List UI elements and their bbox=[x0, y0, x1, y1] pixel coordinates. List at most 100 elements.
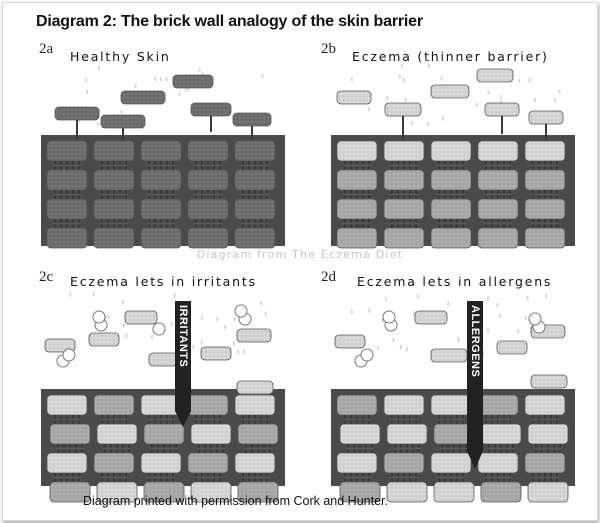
irritants-arrow-head bbox=[175, 411, 191, 427]
moisture-drop bbox=[243, 349, 245, 354]
panel-2b-id: 2b bbox=[321, 41, 336, 57]
moisture-drop bbox=[234, 316, 236, 321]
moisture-drop bbox=[120, 109, 123, 114]
moisture-drop bbox=[96, 122, 99, 127]
moisture-drop bbox=[192, 344, 195, 349]
moisture-drop bbox=[107, 314, 110, 319]
moisture-drop bbox=[417, 294, 419, 299]
moisture-drop bbox=[104, 315, 107, 320]
moisture-drop bbox=[427, 121, 429, 126]
moisture-drop bbox=[170, 321, 173, 326]
diagram-title: Diagram 2: The brick wall analogy of the… bbox=[36, 13, 423, 30]
panel-2d-label: Eczema lets in allergens bbox=[357, 274, 553, 289]
allergen-particle bbox=[528, 312, 542, 326]
moisture-drop bbox=[525, 315, 527, 320]
moisture-drop bbox=[264, 311, 267, 316]
moisture-drop bbox=[447, 301, 450, 306]
moisture-drop bbox=[487, 90, 490, 95]
moisture-drop bbox=[122, 323, 125, 328]
mortar-link bbox=[76, 120, 78, 140]
moisture-drop bbox=[545, 294, 548, 299]
moisture-drop bbox=[216, 317, 218, 322]
mortar-link bbox=[501, 116, 503, 134]
moisture-drop bbox=[173, 293, 176, 298]
mortar-link bbox=[402, 116, 404, 140]
moisture-drop bbox=[403, 78, 405, 83]
moisture-drop bbox=[351, 309, 353, 314]
moisture-drop bbox=[385, 296, 387, 301]
moisture-drop bbox=[199, 67, 201, 72]
moisture-drop bbox=[406, 347, 408, 352]
moisture-drop bbox=[500, 100, 502, 105]
moisture-drop bbox=[404, 97, 407, 102]
moisture-drop bbox=[85, 77, 87, 82]
moisture-drop bbox=[518, 78, 521, 83]
irritants-arrow bbox=[175, 301, 191, 411]
panel-2a-wall bbox=[41, 66, 285, 249]
moisture-drop bbox=[134, 84, 137, 89]
mortar-link bbox=[210, 116, 212, 132]
panel-2b-wall bbox=[331, 63, 575, 249]
moisture-drop bbox=[98, 66, 100, 71]
moisture-drop bbox=[482, 350, 485, 355]
allergens-arrow-head bbox=[467, 451, 483, 469]
moisture-drop bbox=[233, 341, 235, 346]
moisture-drop bbox=[224, 325, 226, 330]
permission-footer: Diagram printed with permission from Cor… bbox=[83, 494, 388, 508]
moisture-drop bbox=[496, 302, 499, 307]
moisture-drop bbox=[69, 292, 72, 297]
irritant-particle bbox=[234, 304, 248, 318]
allergens-arrow bbox=[467, 301, 483, 451]
moisture-drop bbox=[237, 349, 239, 354]
panel-2a-id: 2a bbox=[39, 41, 54, 57]
moisture-drop bbox=[499, 313, 501, 318]
moisture-drop bbox=[77, 118, 80, 123]
mortar-link bbox=[545, 124, 547, 140]
moisture-drop bbox=[381, 318, 384, 323]
moisture-drop bbox=[428, 63, 430, 68]
moisture-drop bbox=[165, 77, 168, 82]
moisture-drop bbox=[377, 345, 379, 350]
moisture-drop bbox=[441, 116, 444, 121]
moisture-drop bbox=[517, 328, 520, 333]
moisture-drop bbox=[202, 72, 204, 77]
moisture-drop bbox=[261, 74, 264, 79]
irritants-arrow-label: IRRITANTS bbox=[177, 305, 189, 367]
allergen-particle bbox=[360, 348, 374, 362]
panel-2b-label: Eczema (thinner barrier) bbox=[352, 49, 549, 64]
moisture-drop bbox=[159, 77, 162, 82]
moisture-drop bbox=[178, 92, 181, 97]
moisture-drop bbox=[398, 74, 401, 79]
irritant-particle bbox=[152, 322, 166, 336]
moisture-drop bbox=[487, 296, 489, 301]
allergen-particle bbox=[382, 310, 396, 324]
panel-2c-id: 2c bbox=[39, 269, 54, 285]
moisture-drop bbox=[122, 300, 124, 305]
moisture-drop bbox=[487, 328, 489, 333]
irritant-particle bbox=[92, 310, 106, 324]
moisture-drop bbox=[457, 336, 459, 341]
panel-2d-wall: ALLERGENS bbox=[331, 294, 575, 503]
moisture-drop bbox=[200, 315, 203, 320]
moisture-drop bbox=[386, 96, 389, 101]
mortar-link bbox=[251, 126, 253, 140]
panel-2c-label: Eczema lets in irritants bbox=[70, 274, 257, 289]
moisture-drop bbox=[558, 89, 561, 94]
moisture-drop bbox=[125, 333, 128, 338]
moisture-drop bbox=[476, 102, 478, 107]
panel-2d-id: 2d bbox=[321, 269, 336, 285]
moisture-drop bbox=[368, 308, 371, 313]
moisture-drop bbox=[392, 337, 395, 342]
moisture-drop bbox=[200, 340, 203, 345]
moisture-drop bbox=[367, 107, 370, 112]
allergens-arrow-label: ALLERGENS bbox=[469, 305, 481, 377]
moisture-drop bbox=[154, 76, 157, 81]
panel-2c-wall: IRRITANTS bbox=[41, 292, 285, 503]
moisture-drop bbox=[151, 334, 153, 339]
moisture-drop bbox=[534, 98, 536, 103]
moisture-drop bbox=[401, 63, 403, 68]
moisture-drop bbox=[411, 120, 413, 125]
moisture-drop bbox=[440, 76, 443, 81]
moisture-drop bbox=[184, 87, 187, 92]
